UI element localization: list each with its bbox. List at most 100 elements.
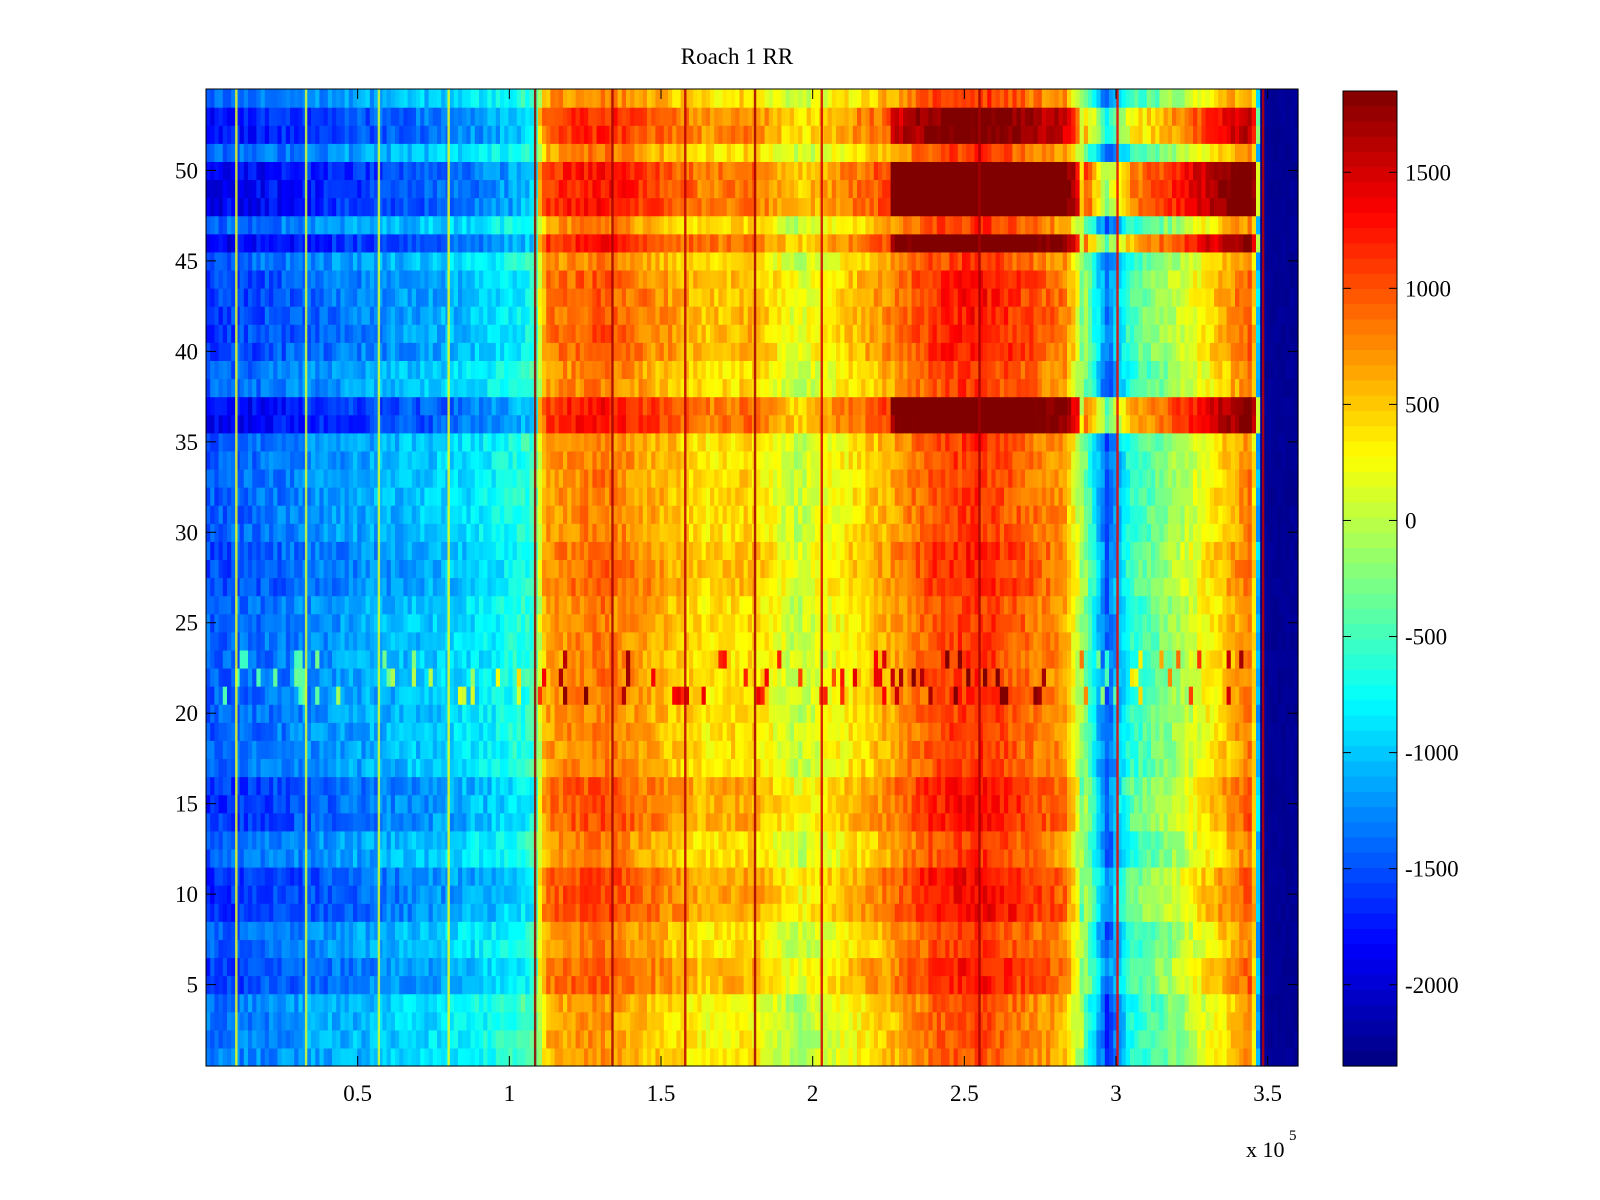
heatmap-cell xyxy=(865,939,871,959)
heatmap-cell xyxy=(1197,1029,1202,1049)
heatmap-cell xyxy=(869,903,875,922)
heatmap-cell xyxy=(579,776,585,796)
heatmap-cell xyxy=(718,740,724,760)
heatmap-cell xyxy=(1209,866,1215,886)
heatmap-cell xyxy=(1188,1029,1194,1049)
heatmap-cell xyxy=(1016,776,1022,796)
heatmap-cell xyxy=(936,794,942,814)
heatmap-cell xyxy=(437,812,442,832)
heatmap-cell xyxy=(873,1047,879,1067)
heatmap-cell xyxy=(1079,975,1085,995)
heatmap-cell xyxy=(697,903,703,922)
heatmap-cell xyxy=(491,939,497,959)
heatmap-cell xyxy=(693,885,698,904)
heatmap-cell xyxy=(995,812,1001,832)
heatmap-cell xyxy=(773,957,778,977)
heatmap-cell xyxy=(836,848,841,868)
heatmap-cell xyxy=(592,939,598,959)
heatmap-cell xyxy=(999,722,1005,741)
heatmap-cell xyxy=(285,939,291,959)
heatmap-cell xyxy=(630,866,635,886)
heatmap-cell xyxy=(407,1029,413,1049)
heatmap-cell xyxy=(697,740,703,760)
heatmap-cell xyxy=(222,957,228,977)
heatmap-cell xyxy=(689,794,694,814)
heatmap-cell xyxy=(571,921,577,940)
heatmap-cell xyxy=(642,975,648,995)
heatmap-cell xyxy=(311,830,316,850)
heatmap-cell xyxy=(668,1011,673,1031)
heatmap-cell xyxy=(1083,776,1089,796)
heatmap-cell xyxy=(684,722,690,741)
heatmap-cell xyxy=(1088,921,1093,940)
heatmap-cell xyxy=(563,1029,568,1049)
heatmap-cell xyxy=(575,903,581,922)
heatmap-cell xyxy=(911,921,917,940)
heatmap-cell xyxy=(466,794,472,814)
heatmap-cell xyxy=(353,903,358,922)
heatmap-cell xyxy=(319,812,325,832)
heatmap-cell xyxy=(264,1011,270,1031)
heatmap-cell xyxy=(861,758,866,778)
heatmap-cell xyxy=(1272,722,1278,741)
heatmap-cell xyxy=(563,866,568,886)
heatmap-cell xyxy=(588,921,593,940)
heatmap-cell xyxy=(1062,921,1068,940)
heatmap-cell xyxy=(823,921,829,940)
heatmap-cell xyxy=(491,722,497,741)
heatmap-cell xyxy=(1096,776,1102,796)
heatmap-cell xyxy=(1264,939,1270,959)
heatmap-cell xyxy=(1092,758,1097,778)
heatmap-cell xyxy=(869,957,875,977)
heatmap-cell xyxy=(474,1047,480,1067)
heatmap-cell xyxy=(1117,1011,1123,1031)
heatmap-cell xyxy=(273,830,278,850)
heatmap-cell xyxy=(374,903,379,922)
heatmap-cell xyxy=(911,885,917,904)
heatmap-cell xyxy=(1029,903,1034,922)
heatmap-cell xyxy=(848,848,854,868)
heatmap-cell xyxy=(848,1011,854,1031)
heatmap-cell xyxy=(487,776,493,796)
heatmap-cell xyxy=(886,794,892,814)
heatmap-cell xyxy=(1071,885,1076,904)
heatmap-cell xyxy=(957,939,963,959)
heatmap-cell xyxy=(504,957,509,977)
heatmap-cell xyxy=(1226,885,1232,904)
heatmap-cell xyxy=(214,885,220,904)
heatmap-cell xyxy=(542,957,547,977)
heatmap-cell xyxy=(907,776,913,796)
heatmap-cell xyxy=(584,993,589,1013)
heatmap-cell xyxy=(848,794,854,814)
heatmap-cell xyxy=(647,939,652,959)
heatmap-cell xyxy=(1201,776,1207,796)
heatmap-cell xyxy=(579,1029,585,1049)
heatmap-cell xyxy=(277,776,283,796)
heatmap-cell xyxy=(1012,830,1018,850)
heatmap-cell xyxy=(252,939,257,959)
heatmap-cell xyxy=(1172,921,1177,940)
heatmap-cell xyxy=(332,993,337,1013)
heatmap-cell xyxy=(529,1047,535,1067)
heatmap-cell xyxy=(995,921,1001,940)
heatmap-cell xyxy=(264,1029,270,1049)
heatmap-cell xyxy=(928,957,934,977)
heatmap-cell xyxy=(924,740,929,760)
heatmap-cell xyxy=(495,722,501,741)
heatmap-cell xyxy=(953,921,959,940)
heatmap-cell xyxy=(705,812,711,832)
heatmap-cell xyxy=(579,812,585,832)
heatmap-cell xyxy=(1159,866,1165,886)
heatmap-cell xyxy=(987,993,992,1013)
heatmap-cell xyxy=(781,939,787,959)
heatmap-cell xyxy=(1159,975,1165,995)
heatmap-cell xyxy=(983,740,988,760)
heatmap-cell xyxy=(458,848,463,868)
heatmap-cell xyxy=(344,704,350,723)
heatmap-cell xyxy=(718,1029,724,1049)
heatmap-cell xyxy=(1151,866,1156,886)
heatmap-cell xyxy=(1151,722,1156,741)
heatmap-cell xyxy=(298,794,304,814)
heatmap-cell xyxy=(1159,776,1165,796)
heatmap-cell xyxy=(449,939,455,959)
